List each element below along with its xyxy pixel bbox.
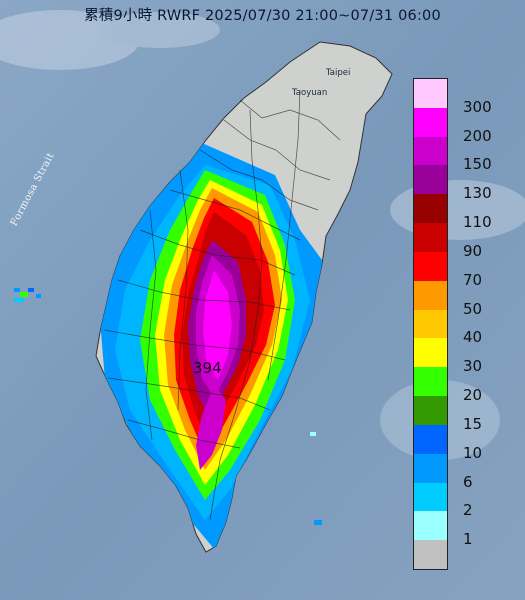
legend-label: 200: [463, 126, 492, 145]
legend-label: 50: [463, 299, 483, 318]
legend-colorbar: [413, 78, 448, 570]
map-title: 累積9小時 RWRF 2025/07/30 21:00~07/31 06:00: [84, 8, 441, 24]
legend-swatch: [414, 165, 447, 195]
legend-label: 90: [463, 241, 483, 260]
legend-label: 300: [463, 97, 492, 116]
legend-swatch: [414, 251, 447, 282]
legend-swatch: [414, 280, 447, 311]
legend-swatch: [414, 424, 447, 455]
legend-swatch: [414, 338, 447, 368]
max-rainfall-value: 394: [193, 359, 222, 377]
place-taipei: Taipei: [326, 68, 351, 78]
legend-swatch: [414, 396, 447, 426]
legend-label: 110: [463, 213, 492, 232]
boundary-lines: [103, 89, 341, 521]
legend-swatch: [414, 223, 447, 253]
legend-label: 150: [463, 155, 492, 174]
legend-label: 10: [463, 443, 483, 462]
cloud-texture: [0, 10, 525, 460]
legend-label: 30: [463, 357, 483, 376]
place-taoyuan: Taoyuan: [292, 88, 328, 98]
legend: 300 200 150 130 110 90 70 50 40 30 20 15 10 6 2 1: [413, 78, 513, 570]
legend-label: 6: [463, 472, 473, 491]
legend-swatch: [414, 511, 447, 541]
offshore-islands: [14, 288, 322, 525]
legend-label: 2: [463, 501, 473, 520]
legend-label: 40: [463, 328, 483, 347]
legend-swatch: [414, 107, 447, 138]
legend-swatch: [414, 453, 447, 484]
legend-swatch: [414, 482, 447, 512]
legend-swatch: [414, 194, 447, 224]
legend-label: 70: [463, 270, 483, 289]
legend-swatch: [414, 136, 447, 166]
legend-swatch: [414, 79, 447, 109]
legend-label: 1: [463, 530, 473, 549]
legend-swatch: [414, 309, 447, 339]
legend-swatch: [414, 540, 447, 570]
legend-label: 15: [463, 414, 483, 433]
legend-label: 20: [463, 386, 483, 405]
legend-swatch: [414, 367, 447, 397]
legend-label: 130: [463, 184, 492, 203]
